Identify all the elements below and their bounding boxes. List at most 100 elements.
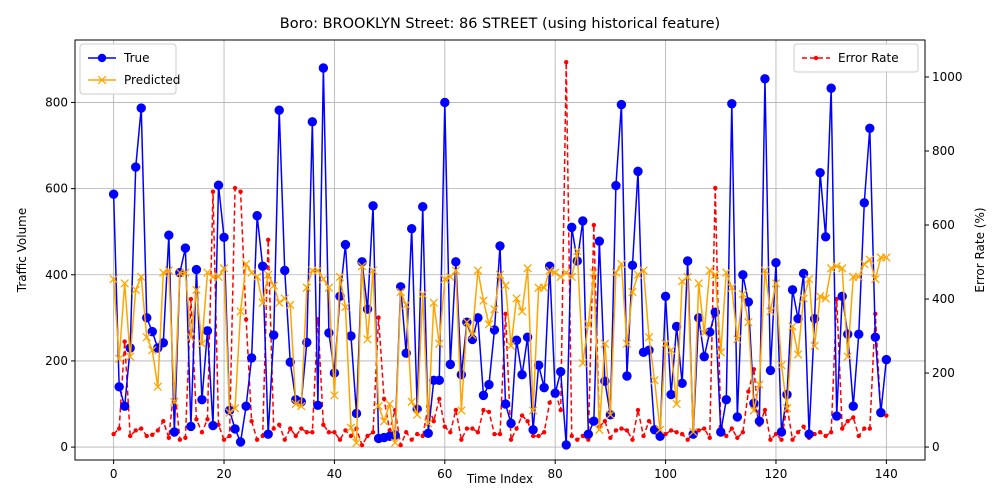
point-error-rate (707, 435, 712, 440)
point-error-rate (304, 430, 310, 435)
x-tick-label: 0 (110, 467, 118, 481)
legend-marker-predicted (97, 75, 107, 85)
point-error-rate (326, 430, 332, 435)
point-predicted (578, 358, 588, 368)
point-predicted (252, 272, 262, 282)
legend-marker-true (97, 53, 107, 63)
point-predicted (181, 268, 190, 277)
point-true (440, 97, 450, 108)
point-error-rate (514, 426, 519, 431)
point-true (285, 357, 295, 367)
point-predicted (114, 354, 124, 364)
point-error-rate (602, 418, 608, 424)
point-predicted (247, 268, 256, 277)
point-true (346, 331, 356, 341)
point-predicted (766, 307, 775, 316)
point-error-rate (282, 437, 287, 442)
point-true (760, 74, 770, 84)
point-predicted (148, 345, 157, 355)
point-true (406, 223, 417, 234)
point-predicted (617, 259, 626, 269)
point-true (649, 425, 660, 435)
point-true (274, 105, 284, 115)
point-error-rate (740, 430, 746, 435)
point-true (351, 408, 362, 419)
point-predicted (412, 410, 422, 420)
point-error-rate (359, 442, 365, 448)
point-predicted (711, 270, 720, 280)
point-true (252, 211, 262, 221)
point-true (186, 421, 196, 432)
point-true (108, 189, 119, 199)
point-true (660, 291, 671, 302)
point-predicted (319, 274, 328, 284)
point-error-rate (365, 433, 370, 439)
legend-label-predicted: Predicted (124, 73, 180, 87)
point-true (235, 437, 246, 447)
point-error-rate (569, 433, 574, 439)
point-true (732, 412, 743, 422)
point-predicted (655, 425, 665, 435)
point-true (826, 83, 836, 93)
point-predicted (170, 397, 179, 407)
point-predicted (639, 266, 648, 275)
y-right-tick-label: 600 (932, 218, 955, 232)
point-predicted (716, 348, 726, 357)
y-tick-label: 800 (45, 95, 68, 109)
point-predicted (324, 283, 334, 292)
point-true (881, 354, 892, 365)
point-predicted (368, 266, 378, 275)
point-error-rate (238, 189, 243, 194)
point-predicted (401, 300, 411, 310)
point-error-rate (630, 437, 635, 442)
point-true (158, 338, 169, 348)
point-predicted (755, 380, 764, 389)
point-true (423, 428, 433, 438)
point-error-rate (177, 437, 183, 442)
point-predicted (313, 266, 323, 275)
point-error-rate (591, 222, 597, 228)
point-error-rate (696, 428, 701, 433)
point-true (119, 401, 130, 411)
point-true (633, 166, 643, 177)
point-true (329, 368, 340, 378)
point-error-rate (762, 407, 768, 413)
point-error-rate (823, 433, 828, 439)
point-true (682, 256, 693, 266)
point-true (445, 359, 456, 370)
point-predicted (374, 401, 383, 411)
x-tick-label: 140 (875, 467, 898, 481)
point-predicted (396, 287, 405, 297)
point-error-rate (150, 432, 155, 438)
point-error-rate (453, 407, 459, 413)
point-predicted (136, 272, 146, 282)
point-true (666, 389, 676, 400)
point-true (721, 394, 731, 405)
point-true (208, 420, 218, 431)
series-true (108, 63, 892, 450)
point-predicted (423, 419, 433, 428)
point-predicted (236, 307, 245, 316)
point-error-rate (310, 430, 315, 435)
point-predicted (760, 266, 770, 275)
point-error-rate (746, 389, 751, 394)
point-predicted (263, 270, 273, 280)
y-right-tick-label: 800 (932, 144, 955, 158)
point-error-rate (415, 431, 420, 437)
point-predicted (633, 270, 643, 280)
y-right-tick-label: 1000 (932, 70, 963, 84)
point-true (418, 202, 428, 212)
point-predicted (622, 339, 632, 348)
point-true (230, 424, 240, 434)
point-error-rate (442, 424, 448, 429)
point-predicted (203, 268, 212, 277)
point-true (716, 427, 726, 437)
point-predicted (815, 292, 825, 301)
point-predicted (705, 266, 714, 275)
point-predicted (600, 339, 610, 348)
plot-area (108, 60, 892, 450)
point-predicted (225, 408, 234, 417)
point-error-rate (337, 437, 343, 442)
point-predicted (142, 332, 152, 342)
